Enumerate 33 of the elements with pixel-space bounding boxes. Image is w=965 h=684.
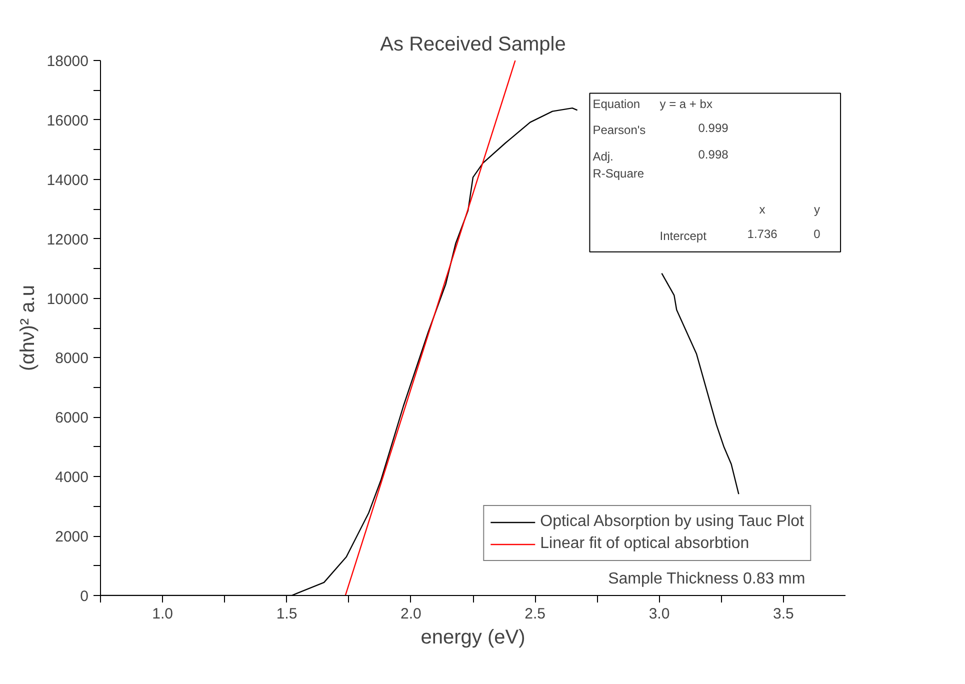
x-tick-label: 3.0	[648, 606, 670, 622]
annotation: 0.998	[698, 148, 729, 162]
annotation: y	[814, 202, 820, 217]
annotation: x	[759, 202, 766, 217]
y-tick-label: 12000	[46, 231, 89, 248]
y-tick-label: 2000	[55, 528, 89, 546]
y-tick-label: 6000	[55, 410, 89, 427]
y-axis-title: (αhν)² a.u	[16, 284, 39, 372]
y-tick-label: 8000	[55, 350, 89, 368]
x-tick-label: 2.0	[400, 606, 422, 622]
x-tick-label: 3.5	[772, 606, 794, 622]
annotation: Sample Thickness 0.83 mm	[608, 570, 806, 588]
annotation: 0	[814, 227, 821, 242]
annotation: y = a + bx	[660, 96, 712, 111]
x-tick-label: 1.0	[152, 606, 174, 622]
annotation: Equation	[592, 96, 640, 111]
annotation: 1.736	[747, 227, 778, 242]
annotation: Intercept	[660, 229, 708, 244]
y-tick-label: 0	[80, 588, 88, 605]
annotation: 0.999	[698, 121, 729, 136]
legend-label: Linear fit of optical absorbtion	[540, 535, 750, 553]
x-tick-label: 2.5	[524, 606, 546, 622]
y-tick-label: 16000	[46, 112, 89, 130]
y-tick-label: 18000	[46, 53, 89, 70]
x-tick-label: 1.5	[276, 606, 298, 622]
x-axis-title: energy (eV)	[420, 626, 526, 648]
annotation: Adj. R-Square	[592, 150, 644, 180]
legend-label: Optical Absorption by using Tauc Plot	[540, 513, 804, 531]
chart-title: As Received Sample	[380, 34, 566, 56]
y-tick-label: 14000	[46, 172, 89, 189]
annotation: Pearson's	[592, 123, 646, 138]
y-tick-label: 4000	[55, 469, 89, 486]
y-tick-label: 10000	[46, 290, 89, 308]
